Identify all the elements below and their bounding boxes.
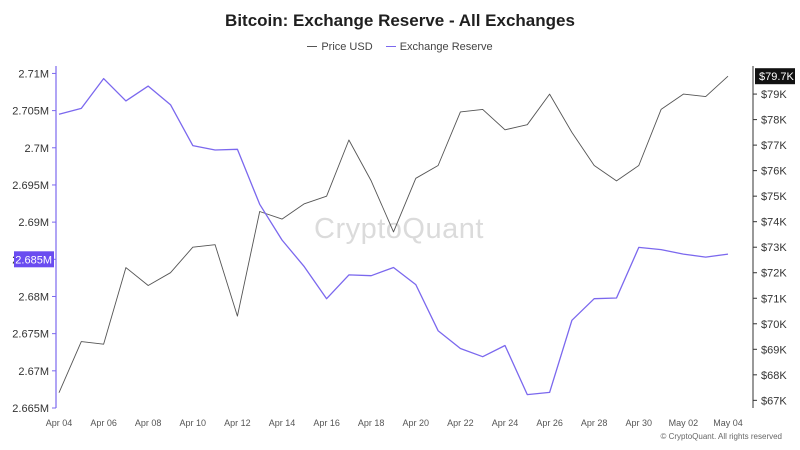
right-axis-tick-label: $75K: [761, 191, 787, 203]
x-axis-tick-label: Apr 26: [536, 418, 563, 428]
right-axis-tick-label: $78K: [761, 115, 787, 127]
x-axis-tick-label: Apr 28: [581, 418, 608, 428]
right-axis-tick-label: $67K: [761, 395, 787, 407]
x-axis-tick-label: Apr 20: [403, 418, 430, 428]
left-axis-tick-label: 2.71M: [18, 68, 49, 80]
legend-label-reserve: Exchange Reserve: [399, 40, 493, 53]
x-axis-tick-label: Apr 04: [46, 418, 73, 428]
left-axis-tick-label: 2.68M: [18, 291, 49, 303]
x-axis-tick-label: Apr 24: [492, 418, 519, 428]
left-axis-tick-label: 2.675M: [12, 329, 49, 341]
x-axis-tick-label: May 02: [669, 418, 699, 428]
x-axis-tick-label: Apr 08: [135, 418, 162, 428]
legend-item-reserve[interactable]: Exchange Reserve: [385, 40, 493, 53]
right-axis-tick-label: $70K: [761, 319, 787, 331]
series-line-exchange-reserve: [58, 77, 729, 396]
right-axis-tick-label: $73K: [761, 242, 787, 254]
right-axis-highlight-label: $79.7K: [759, 71, 795, 83]
right-axis-tick-label: $72K: [761, 268, 787, 280]
legend-label-price: Price USD: [321, 40, 373, 53]
right-axis-tick-label: $71K: [761, 293, 787, 305]
right-axis-highlight-badge: [755, 68, 795, 85]
x-axis-tick-label: Apr 12: [224, 418, 251, 428]
x-axis-tick-label: May 04: [713, 418, 743, 428]
left-axis-highlight-badge: [14, 251, 54, 268]
legend-item-price[interactable]: Price USD: [307, 40, 373, 53]
legend-swatch-reserve: [385, 46, 396, 47]
left-axis-tick-label: 2.695M: [12, 180, 49, 192]
left-axis-tick-label: 2.67M: [18, 366, 49, 378]
left-axis-tick-label: 2.7M: [25, 143, 49, 155]
right-axis-tick-label: $76K: [761, 166, 787, 178]
right-axis-tick-label: $69K: [761, 344, 787, 356]
x-axis-tick-label: Apr 30: [626, 418, 653, 428]
left-axis-tick-label: 2.69M: [18, 217, 49, 229]
x-axis-tick-label: Apr 06: [90, 418, 117, 428]
left-axis-highlight-label: 2.685M: [15, 254, 52, 266]
x-axis-tick-label: Apr 10: [180, 418, 207, 428]
x-axis-tick-label: Apr 16: [313, 418, 340, 428]
x-axis-tick-label: Apr 18: [358, 418, 385, 428]
right-axis-tick-label: $74K: [761, 217, 787, 229]
x-axis-tick-label: Apr 22: [447, 418, 474, 428]
legend-swatch-price: [307, 46, 318, 47]
left-axis-tick-label: 2.705M: [12, 106, 49, 118]
copyright-text: © CryptoQuant. All rights reserved: [660, 432, 783, 441]
x-axis-tick-label: Apr 14: [269, 418, 296, 428]
right-axis-tick-label: $77K: [761, 140, 787, 152]
left-axis-tick-label: 2.665M: [12, 403, 49, 415]
chart-legend: Price USD Exchange Reserve: [0, 38, 800, 53]
series-line-price-usd: [58, 75, 729, 393]
chart-title: Bitcoin: Exchange Reserve - All Exchange…: [225, 11, 575, 30]
right-axis-tick-label: $68K: [761, 370, 787, 382]
right-axis-tick-label: $79K: [761, 89, 787, 101]
